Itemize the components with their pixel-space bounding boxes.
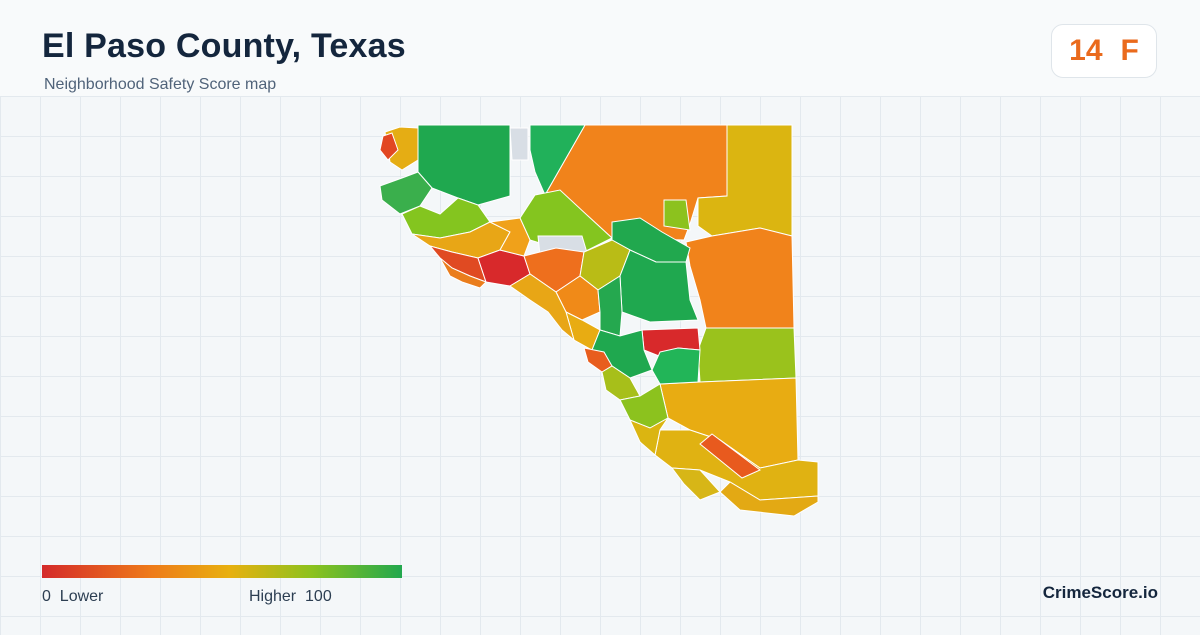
legend-max: Higher 100: [249, 588, 332, 606]
tract-north-fortbliss[interactable]: [417, 124, 511, 206]
tract-northwest-red[interactable]: [379, 132, 399, 161]
tract-east[interactable]: [685, 227, 795, 329]
tract-south-tip[interactable]: [719, 481, 819, 517]
tract-valley-h[interactable]: [629, 417, 669, 456]
tract-north-nodata: [509, 127, 529, 161]
score-badge: 14 F: [1051, 24, 1157, 78]
legend-min: 0 Lower: [42, 588, 103, 606]
tract-north-green-b[interactable]: [529, 124, 586, 197]
tract-ne-lime[interactable]: [663, 199, 691, 231]
score-value: 14: [1069, 34, 1103, 67]
tract-east-green[interactable]: [697, 327, 797, 383]
legend-min-label: Lower: [59, 588, 104, 605]
brand-logo-text[interactable]: CrimeScore.io: [1042, 583, 1158, 602]
tract-riverside-west[interactable]: [439, 257, 487, 289]
header: [0, 0, 1200, 96]
score-grade: F: [1120, 34, 1139, 67]
tract-northwest-b[interactable]: [379, 171, 433, 215]
legend-max-label: Higher: [249, 588, 297, 605]
tract-riverside-mid[interactable]: [509, 273, 575, 342]
legend-min-value: 0: [42, 588, 51, 605]
tract-south-red[interactable]: [699, 433, 761, 479]
page-title: El Paso County, Texas: [42, 27, 406, 65]
tract-central-north[interactable]: [488, 217, 531, 257]
tract-south-b[interactable]: [670, 467, 721, 501]
legend-gradient-bar: [42, 565, 402, 578]
tract-east-green-b[interactable]: [651, 347, 701, 385]
page-subtitle: Neighborhood Safety Score map: [44, 76, 277, 93]
legend-max-value: 100: [305, 588, 332, 605]
